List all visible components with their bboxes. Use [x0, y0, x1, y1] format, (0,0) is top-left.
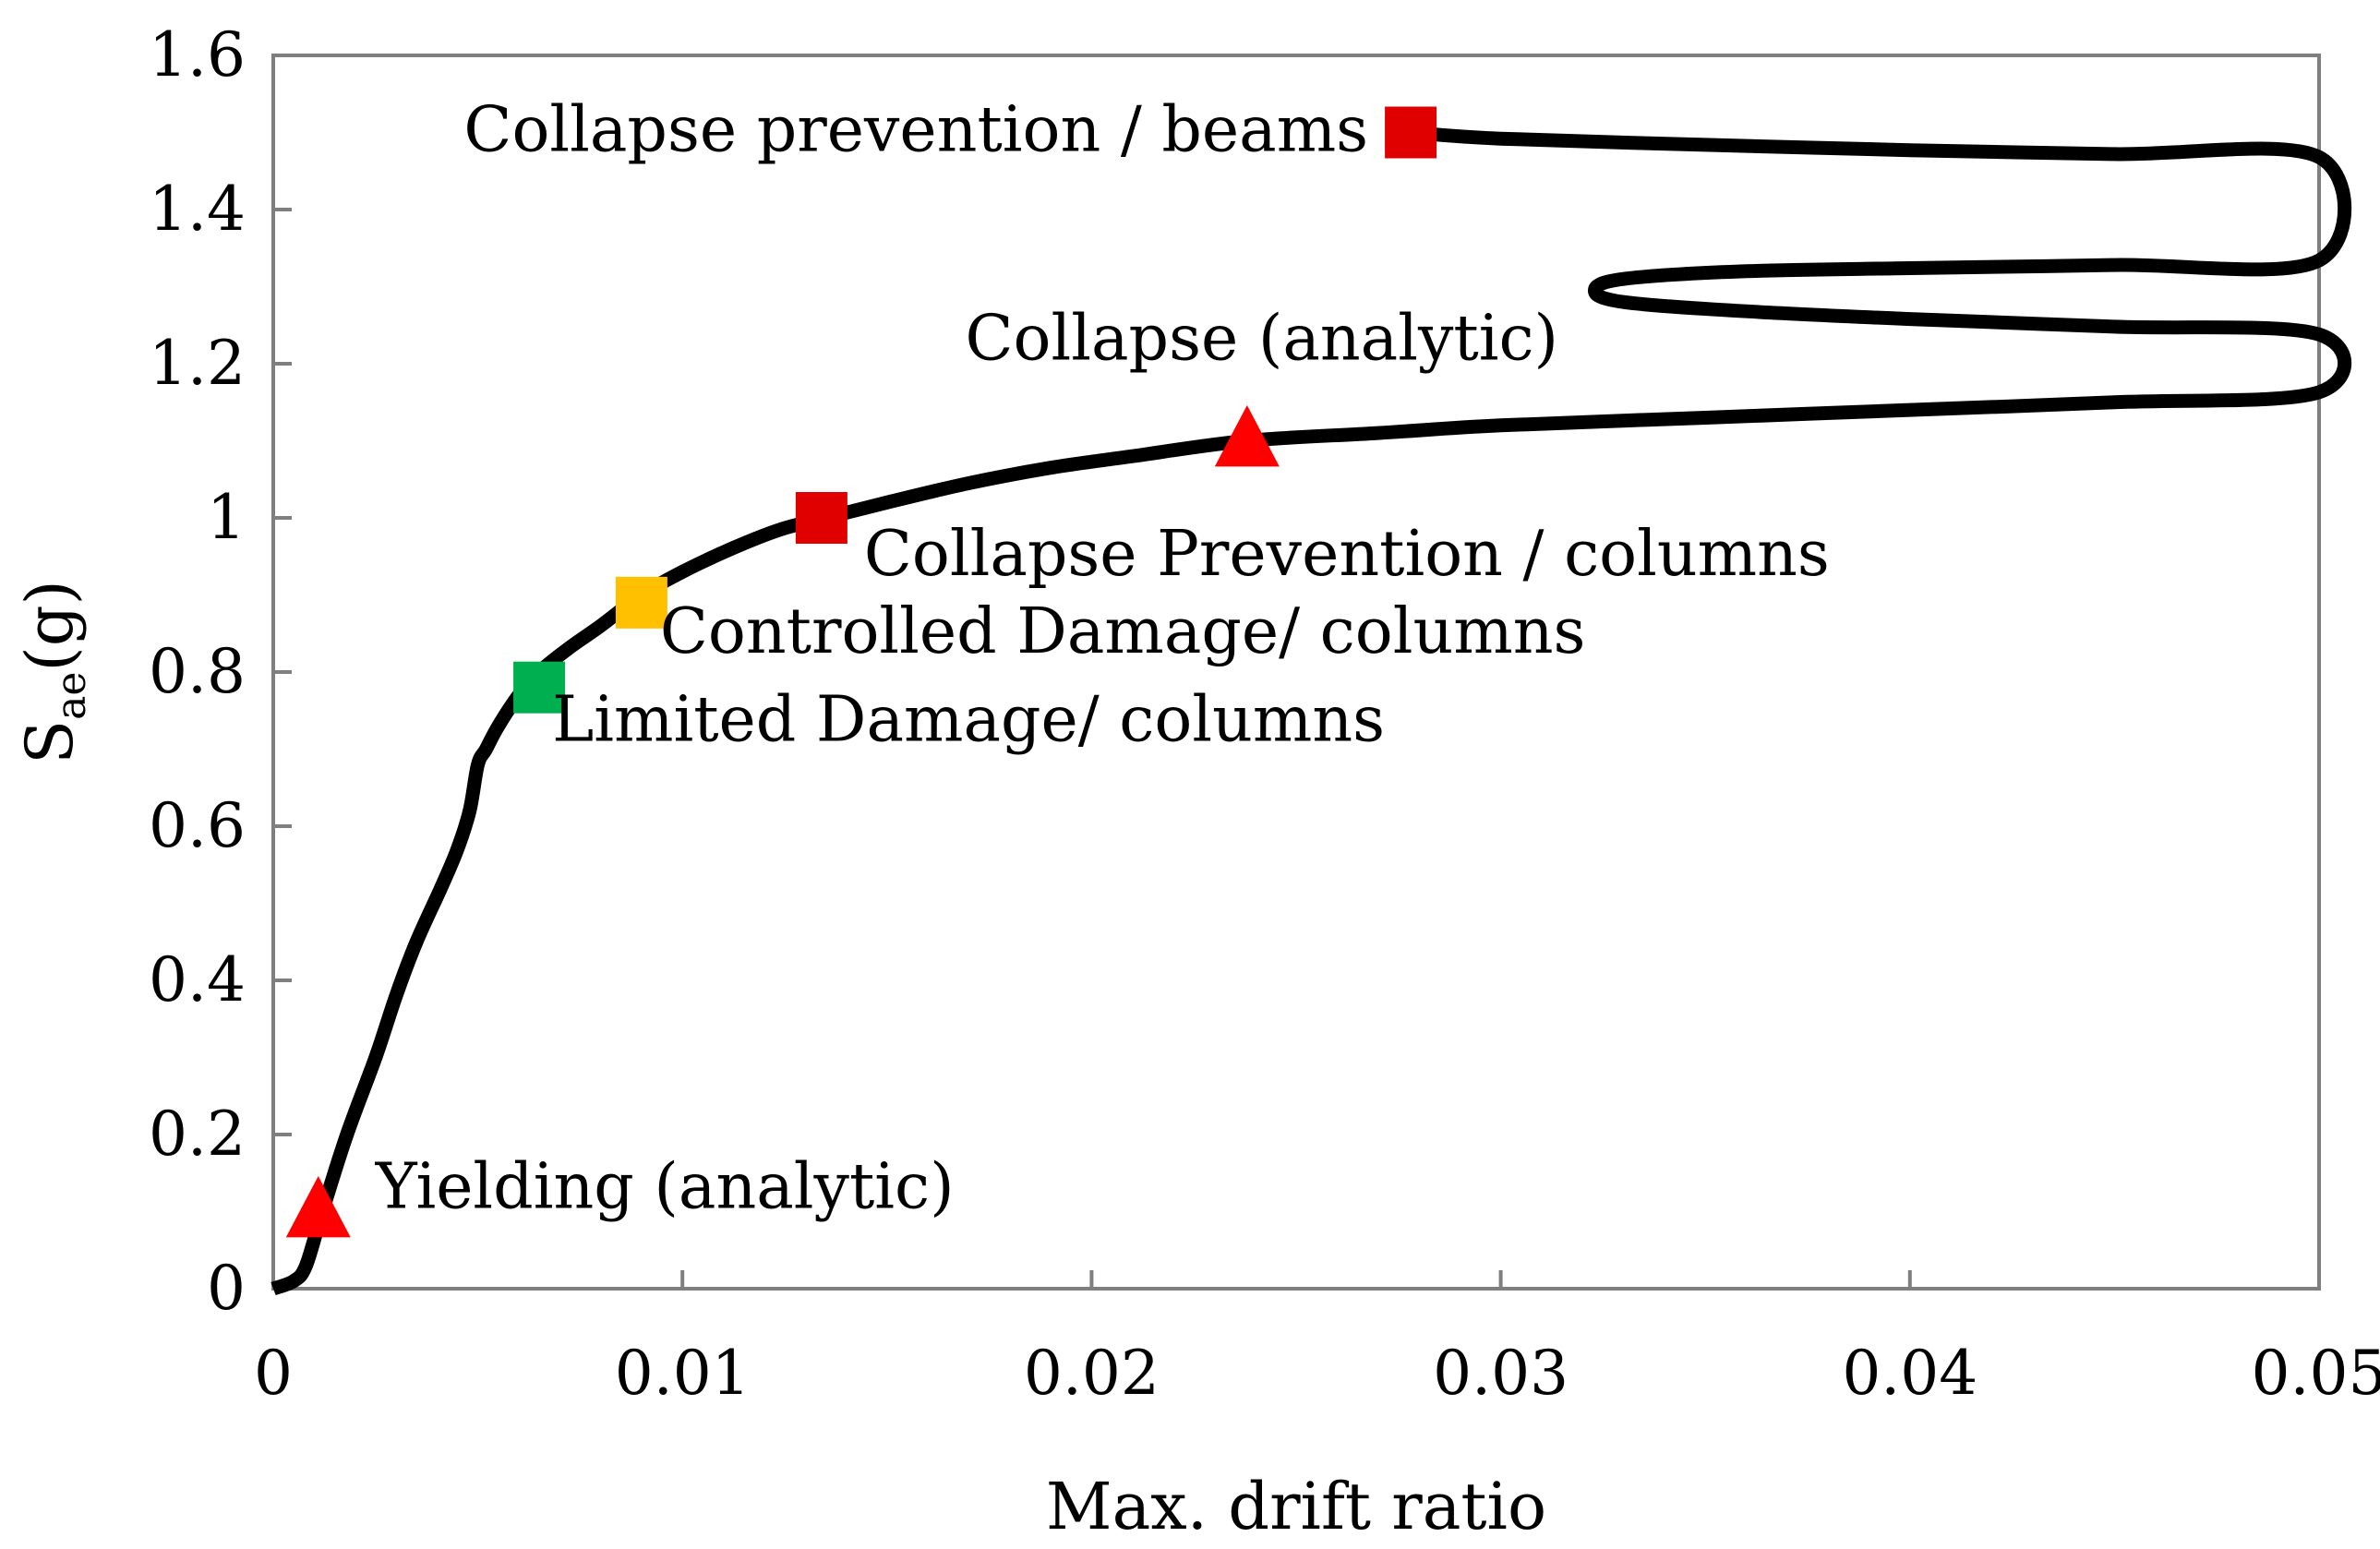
annotation-limited-damage-columns: Limited Damage/ columns — [552, 684, 1385, 757]
axes-frame — [271, 54, 2321, 1291]
marker-limited-damage-columns — [513, 661, 566, 714]
y-axis-title: Sae(g) — [12, 580, 95, 764]
x-axis-title: Max. drift ratio — [1046, 1469, 1546, 1544]
annotation-yielding-analytic: Yielding (analytic) — [375, 1151, 955, 1224]
x-axis-ticks: 0 0.01 0.02 0.03 0.04 0.05 — [254, 1270, 2380, 1409]
y-axis-title-main: S — [12, 720, 88, 764]
ida-curve-line — [270, 126, 2352, 1296]
series-layer — [270, 126, 2352, 1296]
annotation-collapse-prevention-columns: Collapse Prevention / columns — [864, 518, 1830, 591]
x-tick-label: 0.05 — [2252, 1338, 2380, 1409]
y-axis-title-suffix: (g) — [12, 580, 88, 671]
annotation-controlled-damage-columns: Controlled Damage/ columns — [660, 595, 1586, 668]
y-tick-label: 0.2 — [149, 1099, 246, 1170]
y-axis-ticks: 0 0.2 0.4 0.6 0.8 1 1.2 1.4 1.6 — [149, 19, 292, 1324]
y-tick-label: 1.4 — [149, 174, 246, 245]
marker-layer: Yielding (analytic) Limited Damage/ colum… — [285, 94, 1830, 1238]
x-tick-label: 0.02 — [1024, 1338, 1160, 1409]
y-axis-title-subscript: ae — [48, 672, 95, 720]
marker-controlled-damage-columns — [615, 576, 667, 629]
annotation-collapse-analytic: Collapse (analytic) — [966, 303, 1559, 376]
annotation-collapse-prevention-beams: Collapse prevention / beams — [463, 94, 1368, 167]
y-tick-label: 0.6 — [149, 790, 246, 861]
y-tick-label: 1.2 — [149, 328, 246, 399]
x-tick-label: 0.03 — [1433, 1338, 1569, 1409]
marker-yielding-analytic — [285, 1176, 351, 1238]
y-tick-label: 1 — [207, 482, 246, 553]
y-tick-label: 0 — [207, 1253, 246, 1324]
x-tick-label: 0.04 — [1842, 1338, 1977, 1409]
y-tick-label: 0.8 — [149, 636, 246, 707]
x-tick-label: 0.01 — [615, 1338, 751, 1409]
marker-collapse-analytic — [1214, 405, 1280, 467]
y-tick-label: 0.4 — [149, 944, 246, 1015]
x-tick-label: 0 — [254, 1338, 293, 1409]
y-tick-label: 1.6 — [149, 19, 246, 90]
marker-collapse-prevention-columns — [795, 492, 847, 544]
marker-collapse-prevention-beams — [1385, 106, 1437, 159]
